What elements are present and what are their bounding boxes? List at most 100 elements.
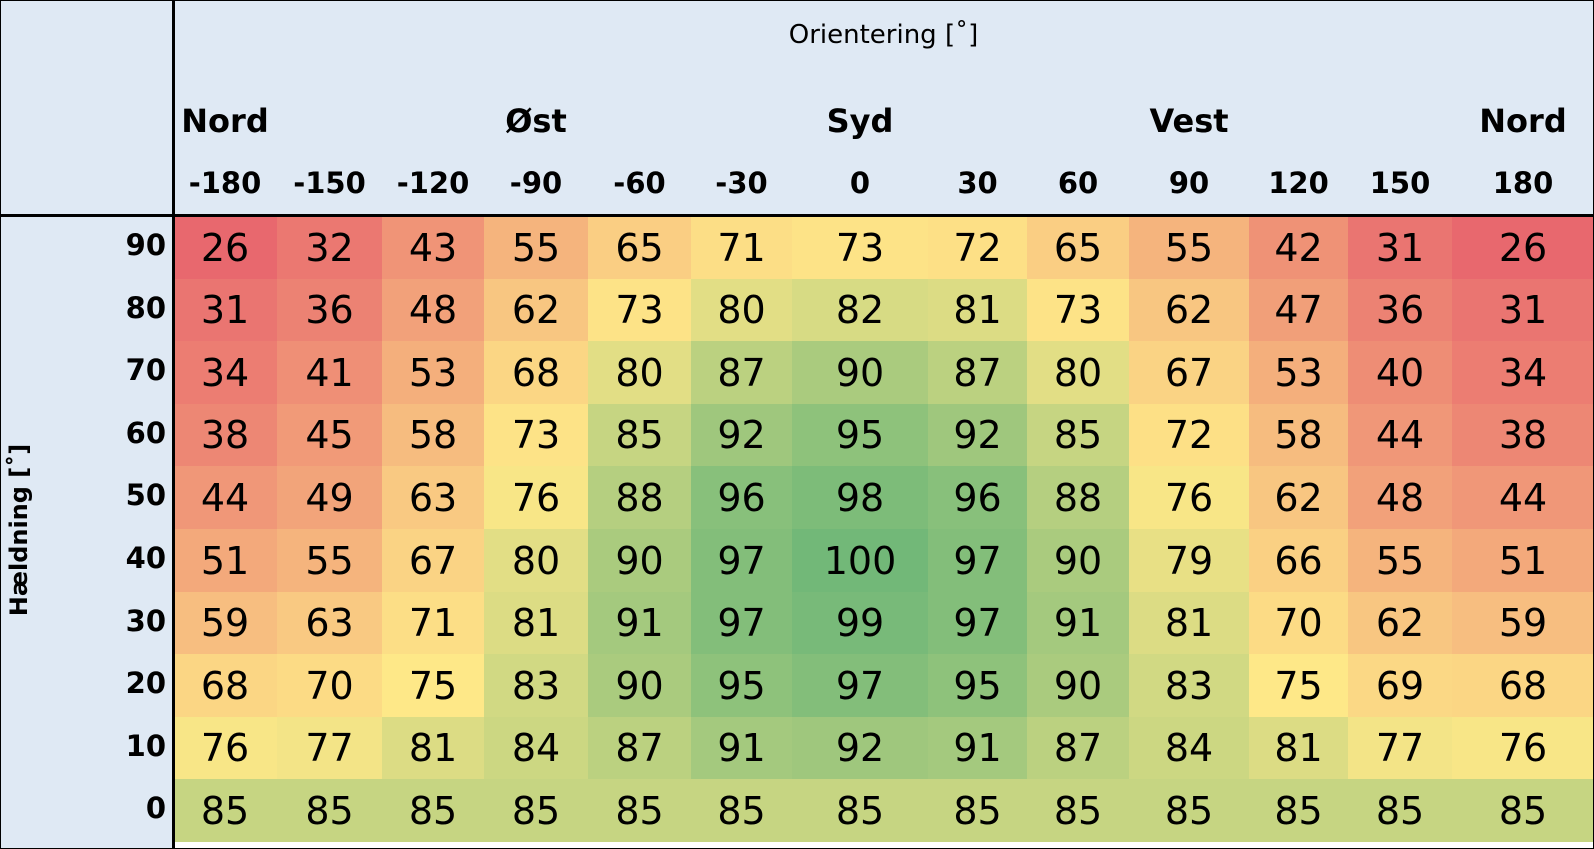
heatmap-cell: 75: [382, 654, 484, 718]
heatmap-cell: 81: [1129, 591, 1249, 655]
heatmap-cell: 98: [792, 466, 928, 530]
row-header-divider: [172, 0, 175, 849]
heatmap-cell: 82: [792, 278, 928, 342]
heatmap-cell: 92: [792, 716, 928, 780]
heatmap-cell: 72: [1129, 403, 1249, 467]
heatmap-cell: 68: [484, 341, 588, 405]
heatmap-cell: 85: [173, 779, 277, 843]
heatmap-cell: 84: [484, 716, 588, 780]
heatmap-cell: 87: [1027, 716, 1129, 780]
heatmap-cell: 73: [792, 216, 928, 279]
heatmap-cell: 41: [277, 341, 382, 405]
heatmap-cell: 80: [691, 278, 792, 342]
heatmap-cell: 59: [173, 591, 277, 655]
heatmap-cell: 31: [1452, 278, 1594, 342]
heatmap-cell: 62: [484, 278, 588, 342]
heatmap-cell: 79: [1129, 529, 1249, 592]
heatmap-cell: 34: [173, 341, 277, 405]
heatmap-cell: 97: [792, 654, 928, 718]
heatmap-cell: 45: [277, 403, 382, 467]
heatmap-cell: 77: [1348, 716, 1452, 780]
heatmap-cell: 88: [1027, 466, 1129, 530]
heatmap-cell: 62: [1129, 278, 1249, 342]
heatmap-cell: 85: [1249, 779, 1348, 843]
heatmap-cell: 100: [792, 529, 928, 592]
heatmap-cell: 44: [1452, 466, 1594, 530]
heatmap-cell: 97: [691, 591, 792, 655]
heatmap-cell: 62: [1249, 466, 1348, 530]
heatmap-cell: 62: [1348, 591, 1452, 655]
heatmap-cell: 72: [928, 216, 1027, 279]
heatmap-cell: 73: [588, 278, 691, 342]
row-label: 30: [125, 603, 166, 638]
column-label: -150: [293, 166, 366, 200]
heatmap-cell: 90: [1027, 654, 1129, 718]
heatmap-cell: 66: [1249, 529, 1348, 592]
heatmap-cell: 80: [588, 341, 691, 405]
heatmap-cell: 49: [277, 466, 382, 530]
column-header-background: [0, 0, 1594, 216]
heatmap-cell: 73: [1027, 278, 1129, 342]
heatmap-cell: 88: [588, 466, 691, 530]
column-label: -120: [396, 166, 470, 200]
row-label: 50: [125, 478, 166, 513]
column-label: 180: [1492, 166, 1554, 200]
direction-label: Syd: [826, 102, 894, 140]
heatmap-cell: 34: [1452, 341, 1594, 405]
heatmap-cell: 69: [1348, 654, 1452, 718]
heatmap-cell: 76: [484, 466, 588, 530]
column-label: -60: [613, 166, 666, 200]
column-label: 150: [1369, 166, 1431, 200]
heatmap-cell: 90: [588, 654, 691, 718]
heatmap-cell: 63: [277, 591, 382, 655]
heatmap-cell: 51: [1452, 529, 1594, 592]
row-header-background: [0, 216, 173, 849]
y-axis-label: Hældning [˚]: [5, 443, 33, 617]
row-label: 60: [125, 415, 166, 450]
heatmap-cell: 58: [1249, 403, 1348, 467]
heatmap-cell: 67: [382, 529, 484, 592]
heatmap-cell: 47: [1249, 278, 1348, 342]
column-label: -180: [188, 166, 262, 200]
direction-label: Nord: [1479, 102, 1567, 140]
heatmap-cell: 48: [382, 278, 484, 342]
heatmap-cell: 26: [1452, 216, 1594, 279]
heatmap-cell: 85: [1027, 779, 1129, 843]
heatmap-cell: 84: [1129, 716, 1249, 780]
heatmap-cell: 31: [173, 278, 277, 342]
heatmap-cell: 63: [382, 466, 484, 530]
heatmap-cell: 59: [1452, 591, 1594, 655]
heatmap-cell: 97: [928, 591, 1027, 655]
heatmap-cell: 85: [484, 779, 588, 843]
heatmap-cell: 85: [588, 779, 691, 843]
heatmap-cell: 38: [173, 403, 277, 467]
heatmap-cell: 81: [928, 278, 1027, 342]
heatmap-cell: 42: [1249, 216, 1348, 279]
heatmap-cell: 53: [382, 341, 484, 405]
heatmap-cell: 76: [1452, 716, 1594, 780]
heatmap-cell: 99: [792, 591, 928, 655]
heatmap-cell: 87: [588, 716, 691, 780]
column-header-divider: [0, 214, 1594, 217]
heatmap-cell: 55: [1348, 529, 1452, 592]
heatmap-cell: 26: [173, 216, 277, 279]
heatmap-cell: 31: [1348, 216, 1452, 279]
heatmap-cell: 97: [691, 529, 792, 592]
heatmap-cell: 92: [691, 403, 792, 467]
heatmap-cell: 80: [484, 529, 588, 592]
heatmap-cell: 85: [792, 779, 928, 843]
row-label: 70: [125, 353, 166, 388]
heatmap-cell: 87: [691, 341, 792, 405]
heatmap-cell: 67: [1129, 341, 1249, 405]
heatmap-cell: 85: [382, 779, 484, 843]
heatmap-cell: 71: [382, 591, 484, 655]
heatmap-cell: 75: [1249, 654, 1348, 718]
direction-label: Vest: [1149, 102, 1229, 140]
heatmap-cell: 91: [1027, 591, 1129, 655]
heatmap-cell: 68: [173, 654, 277, 718]
heatmap-cell: 96: [691, 466, 792, 530]
row-label: 0: [145, 791, 166, 826]
heatmap-cell: 65: [588, 216, 691, 279]
heatmap-cell: 70: [277, 654, 382, 718]
